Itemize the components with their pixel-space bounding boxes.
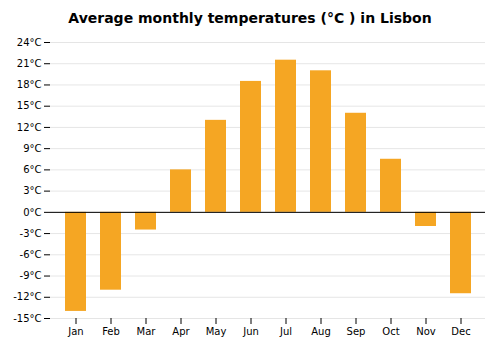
svg-text:Nov: Nov xyxy=(416,326,436,337)
svg-text:21°C: 21°C xyxy=(17,58,42,69)
svg-text:-6°C: -6°C xyxy=(20,249,42,260)
svg-text:-3°C: -3°C xyxy=(20,228,42,239)
svg-text:Oct: Oct xyxy=(382,326,399,337)
svg-text:6°C: 6°C xyxy=(23,164,41,175)
svg-text:Jul: Jul xyxy=(279,326,292,337)
svg-text:15°C: 15°C xyxy=(17,100,42,111)
svg-text:Dec: Dec xyxy=(451,326,470,337)
svg-text:May: May xyxy=(206,326,227,337)
svg-text:Aug: Aug xyxy=(311,326,331,337)
svg-text:12°C: 12°C xyxy=(17,122,42,133)
svg-text:24°C: 24°C xyxy=(17,37,42,48)
svg-text:3°C: 3°C xyxy=(23,185,41,196)
svg-text:Sep: Sep xyxy=(347,326,366,337)
svg-text:0°C: 0°C xyxy=(23,207,41,218)
svg-text:-9°C: -9°C xyxy=(20,270,42,281)
svg-text:Apr: Apr xyxy=(172,326,190,337)
svg-text:-15°C: -15°C xyxy=(13,313,41,324)
svg-text:Jun: Jun xyxy=(242,326,259,337)
svg-text:-12°C: -12°C xyxy=(13,291,41,302)
svg-text:Feb: Feb xyxy=(102,326,120,337)
svg-text:9°C: 9°C xyxy=(23,143,41,154)
svg-text:18°C: 18°C xyxy=(17,79,42,90)
html-text:Average monthly temperatures (: Average monthly temperatures (°C ) in Li… xyxy=(68,10,432,26)
svg-text:Mar: Mar xyxy=(137,326,157,337)
svg-text:Jan: Jan xyxy=(67,326,83,337)
